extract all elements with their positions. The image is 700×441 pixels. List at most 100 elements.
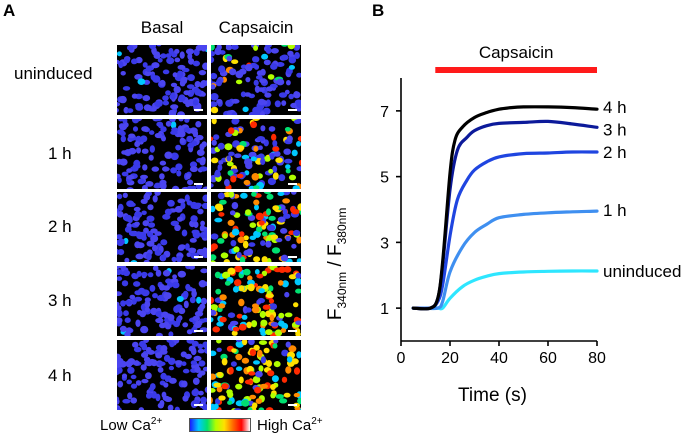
cell [283, 213, 291, 219]
cell [141, 210, 147, 216]
cell [127, 358, 136, 366]
cell [267, 370, 275, 377]
cell [170, 167, 177, 174]
cell [275, 157, 283, 163]
cell [260, 125, 266, 132]
cell [272, 343, 278, 349]
cell [259, 310, 266, 319]
cell [178, 94, 186, 102]
cell [152, 195, 158, 203]
cell [226, 55, 233, 62]
cell [253, 145, 259, 152]
cell [296, 236, 301, 244]
cell [185, 283, 191, 291]
cell [181, 361, 187, 366]
cell [260, 68, 266, 76]
cell [133, 206, 141, 212]
cell [117, 361, 121, 368]
cell [255, 370, 263, 378]
cell [202, 247, 207, 255]
column-header-capsaicin: Capsaicin [218, 18, 294, 37]
cell [146, 392, 154, 398]
cell [177, 111, 185, 115]
cell [147, 272, 154, 278]
cell [157, 58, 163, 63]
cell [117, 269, 122, 276]
cell [238, 323, 247, 331]
micrograph-tile [117, 192, 207, 262]
cell [211, 136, 214, 142]
cell [238, 285, 245, 292]
cell [152, 244, 158, 252]
cell [230, 45, 239, 50]
cell [234, 153, 242, 158]
cell [211, 50, 215, 57]
cell [192, 377, 200, 385]
cell [216, 340, 222, 344]
cell [283, 392, 291, 398]
cell [117, 291, 122, 297]
cell [231, 59, 239, 64]
cell [285, 366, 292, 374]
cell [284, 158, 293, 164]
cell [240, 91, 246, 98]
cell [256, 226, 263, 233]
cell [236, 173, 244, 179]
series-label-3h: 3 h [603, 120, 627, 139]
cell [243, 179, 251, 186]
cell [132, 341, 139, 348]
cell [288, 56, 297, 64]
cell [255, 398, 263, 404]
cell [173, 305, 180, 313]
cell [179, 51, 185, 59]
cell [159, 400, 165, 407]
cell [120, 130, 126, 137]
cell [248, 371, 256, 376]
cell [297, 397, 301, 405]
cell [155, 311, 163, 318]
cell [297, 203, 301, 211]
cell [260, 356, 267, 364]
cell [215, 398, 221, 405]
cell [135, 253, 144, 260]
cell [274, 329, 283, 336]
cell [182, 290, 189, 299]
cell [146, 252, 152, 261]
cell [120, 71, 126, 76]
cell [292, 185, 300, 189]
cell [221, 358, 228, 366]
cell [277, 280, 284, 286]
cell [141, 126, 149, 132]
cell [140, 198, 148, 204]
cell [131, 274, 139, 280]
cell [142, 62, 148, 68]
cell [201, 46, 207, 52]
cell [254, 204, 259, 211]
cell [148, 45, 157, 50]
cell [128, 133, 136, 139]
cell [293, 302, 299, 308]
cell [193, 202, 202, 208]
micrograph-tile [211, 119, 301, 189]
cell [175, 163, 183, 171]
cell [154, 100, 163, 108]
cell [170, 92, 176, 100]
cell [117, 366, 123, 374]
cell [253, 360, 260, 365]
cell [236, 313, 243, 319]
cell [150, 228, 158, 234]
cell [186, 329, 193, 335]
cell [141, 272, 148, 277]
cell [180, 77, 188, 85]
cell [168, 48, 174, 55]
cell [266, 258, 272, 262]
cell [182, 395, 189, 402]
cell [253, 344, 260, 351]
cell [141, 352, 149, 358]
scale-bar [194, 404, 203, 406]
cell [286, 135, 293, 142]
cell [263, 347, 270, 354]
scale-bar [288, 330, 297, 332]
cell [227, 400, 233, 405]
cell [189, 238, 197, 243]
